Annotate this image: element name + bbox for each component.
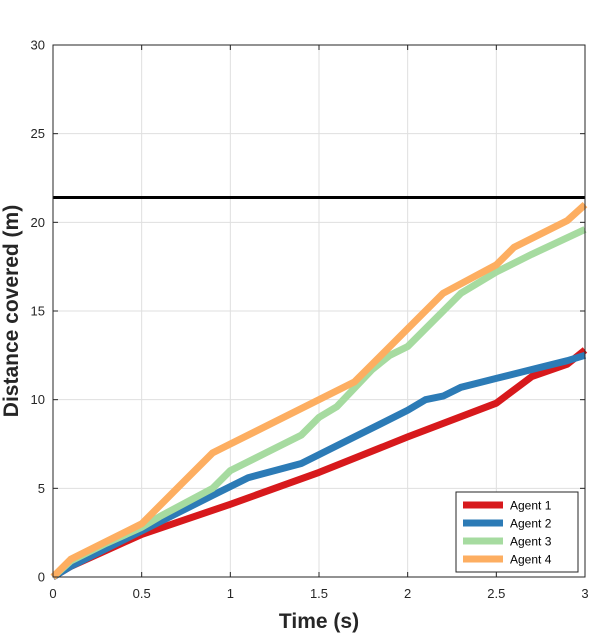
series-line-agent-2	[51, 351, 587, 581]
x-tick-label: 1.5	[310, 586, 328, 601]
legend: Agent 1 Agent 2 Agent 3 Agent 4	[455, 491, 579, 573]
x-tick-label: 1	[227, 586, 234, 601]
y-tick-label: 15	[31, 304, 45, 319]
y-tick-label: 5	[38, 481, 45, 496]
series-line-agent-4	[50, 202, 588, 580]
y-tick-label: 30	[31, 38, 45, 53]
x-tick-label: 3	[581, 586, 588, 601]
y-tick-label: 10	[31, 392, 45, 407]
y-axis-label: Distance covered (m)	[0, 205, 23, 417]
y-tick-label: 0	[38, 570, 45, 585]
x-tick-label: 2	[404, 586, 411, 601]
y-tick-label: 25	[31, 126, 45, 141]
legend-label-agent-3: Agent 3	[510, 535, 552, 549]
legend-label-agent-2: Agent 2	[510, 517, 552, 531]
x-tick-label: 2.5	[487, 586, 505, 601]
x-tick-label: 0.5	[133, 586, 151, 601]
data-series	[50, 202, 588, 581]
legend-label-agent-1: Agent 1	[510, 499, 552, 513]
y-tick-label: 20	[31, 215, 45, 230]
x-tick-label: 0	[49, 586, 56, 601]
legend-label-agent-4: Agent 4	[510, 553, 552, 567]
x-axis-label: Time (s)	[279, 610, 359, 633]
